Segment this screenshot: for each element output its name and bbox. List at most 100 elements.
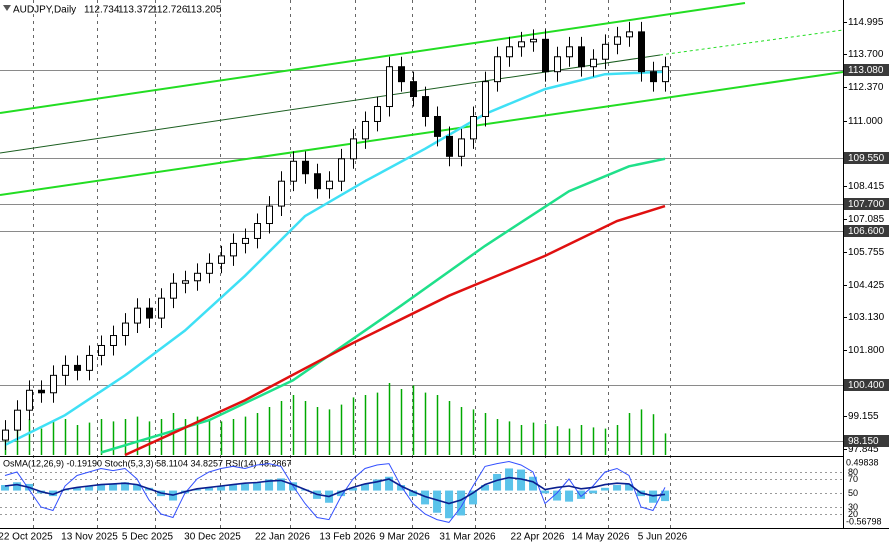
- osma-bar: [193, 489, 202, 491]
- level-box: [844, 64, 889, 76]
- osma-bar: [1, 485, 10, 491]
- candle-body: [566, 46, 573, 58]
- candle-body: [230, 242, 237, 257]
- low-price: 112.726: [152, 5, 188, 16]
- candle-body: [170, 282, 177, 299]
- candle-body: [158, 297, 165, 319]
- osma-bar: [481, 485, 490, 491]
- osma-bar: [85, 486, 94, 491]
- date-label: 9 Mar 2026: [379, 532, 430, 543]
- candle-body: [206, 262, 213, 274]
- oscillator-tick-label: 30: [848, 502, 858, 512]
- level-box: [844, 379, 889, 391]
- price-label: 108.415: [848, 181, 885, 192]
- osma-bar: [337, 490, 346, 497]
- candle-body: [362, 120, 369, 140]
- osma-bar: [421, 490, 430, 505]
- osma-bar: [13, 482, 22, 491]
- date-label: 14 May 2026: [572, 532, 630, 543]
- oscillator-tick-label: 80: [848, 467, 858, 477]
- oscillator-tick-label: 20: [848, 509, 858, 519]
- candle-body: [602, 43, 609, 60]
- level-tag: 107.700: [844, 198, 889, 210]
- osma-bar: [541, 490, 550, 494]
- rsi-line: [4, 476, 666, 505]
- osma-bar: [469, 490, 478, 505]
- osma-bar: [349, 487, 358, 491]
- level-label: 107.700: [848, 199, 885, 210]
- level-box: [844, 435, 889, 447]
- candle-body: [386, 66, 393, 108]
- osma-bar: [361, 483, 370, 491]
- osma-bar: [277, 478, 286, 491]
- candle-body: [446, 135, 453, 157]
- candle-body: [50, 374, 57, 394]
- high-price: 113.372: [118, 5, 154, 16]
- osma-bar: [133, 483, 142, 491]
- candle-body: [542, 38, 549, 73]
- osma-bar: [49, 490, 58, 497]
- level-label: 109.550: [848, 153, 885, 164]
- level-label: 98.150: [848, 436, 879, 447]
- candle-body: [578, 46, 585, 68]
- osma-bar: [613, 485, 622, 491]
- date-label: 13 Nov 2025: [61, 532, 118, 543]
- osma-bar: [229, 485, 238, 491]
- candle-body: [218, 255, 225, 264]
- candle-body: [614, 36, 621, 45]
- price-label: 114.995: [848, 17, 884, 28]
- candle-body: [98, 344, 105, 356]
- candle-body: [146, 307, 153, 319]
- candle-body: [530, 38, 537, 43]
- osma-bar: [505, 468, 514, 491]
- price-label: 105.755: [848, 247, 885, 258]
- channel-lower: [0, 71, 844, 196]
- level-label: 106.600: [848, 226, 885, 237]
- moving-average: [124, 204, 666, 457]
- osma-bar: [529, 476, 538, 491]
- close-price: 113.205: [186, 5, 222, 16]
- candle-body: [554, 56, 561, 73]
- osma-bar: [397, 485, 406, 491]
- level-label: 113.080: [848, 65, 884, 76]
- osma-bar: [565, 490, 574, 502]
- osma-bar: [553, 490, 562, 501]
- candle-body: [482, 81, 489, 117]
- osma-bar: [661, 490, 670, 502]
- indicator-label: OsMA(12,26,9) -0.19190 Stoch(5,3,3) 58.1…: [3, 458, 292, 468]
- candle-body: [518, 41, 525, 48]
- date-label: 22 Jan 2026: [255, 532, 310, 543]
- osma-bar: [97, 485, 106, 491]
- symbol: AUDJPY,Daily: [13, 5, 76, 16]
- osma-bar: [577, 490, 586, 499]
- osma-bar: [493, 473, 502, 491]
- osma-bar: [73, 487, 82, 491]
- osma-bar: [589, 490, 598, 494]
- osma-bar: [265, 479, 274, 491]
- candle-body: [398, 66, 405, 83]
- candle-body: [122, 322, 129, 337]
- candle-body: [470, 115, 477, 140]
- candle-body: [134, 307, 141, 324]
- candle-body: [14, 409, 21, 431]
- osma-bar: [625, 483, 634, 491]
- channel-middle-extension: [659, 29, 844, 56]
- oscillator-tick-label: 70: [848, 474, 858, 484]
- osma-bar: [109, 483, 118, 491]
- date-label: 31 Mar 2026: [439, 532, 496, 543]
- candle-body: [458, 138, 465, 157]
- candle-body: [410, 81, 417, 98]
- candle-body: [506, 46, 513, 58]
- moving-average: [100, 157, 666, 454]
- osma-bar: [445, 490, 454, 519]
- level-box: [844, 198, 889, 210]
- osma-bar: [433, 490, 442, 513]
- date-label: 13 Feb 2026: [319, 532, 376, 543]
- osma-bar: [649, 490, 658, 503]
- candle-body: [62, 364, 69, 376]
- osma-tick-label: -0.56798: [846, 516, 882, 526]
- candle-body: [314, 173, 321, 190]
- candle-body: [590, 58, 597, 68]
- price-label: 104.425: [848, 280, 885, 291]
